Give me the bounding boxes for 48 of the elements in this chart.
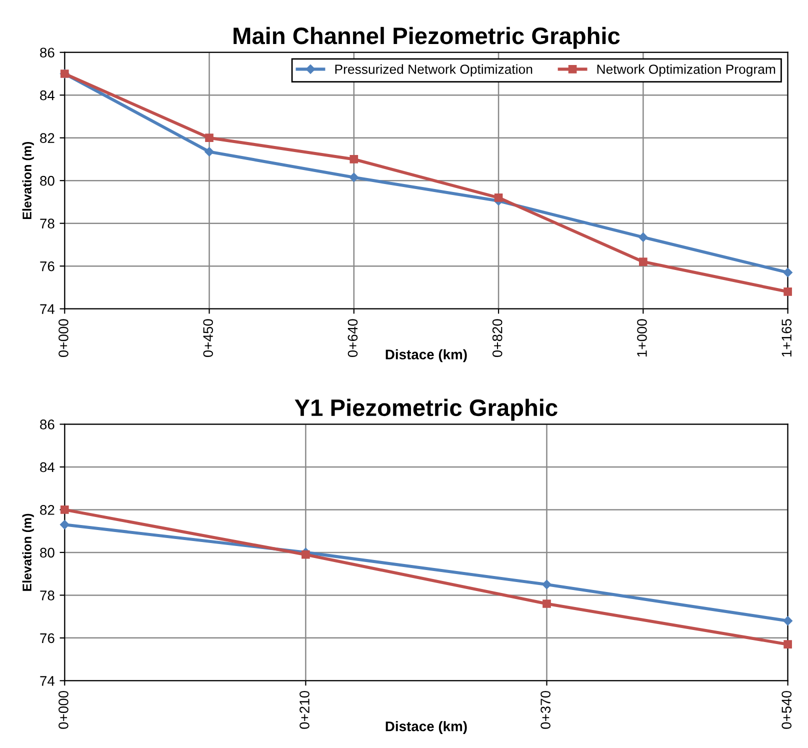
- y-tick-label: 78: [40, 218, 54, 228]
- y-tick-label: 82: [40, 505, 54, 515]
- y-tick-label: 82: [40, 133, 54, 144]
- legend-label: Pressurized Network Optimization: [335, 64, 532, 77]
- point: [302, 550, 310, 559]
- point: [639, 258, 648, 266]
- point: [784, 640, 792, 649]
- x-tick-label: 0+370: [540, 690, 550, 729]
- point: [542, 600, 551, 608]
- chart-title: Y1 Piezometric Graphic: [294, 398, 558, 421]
- point: [350, 155, 358, 164]
- point: [494, 194, 503, 202]
- legend-label: Network Optimization Program: [597, 64, 776, 77]
- point: [542, 580, 552, 590]
- y-tick-label: 84: [40, 90, 55, 100]
- point: [638, 232, 648, 242]
- y-tick-label: 86: [40, 48, 54, 58]
- x-tick-label: 0+000: [58, 690, 68, 729]
- point: [60, 520, 70, 530]
- x-axis-title: Distace (km): [386, 349, 467, 362]
- y-tick-label: 76: [40, 261, 54, 272]
- y-tick-label: 78: [40, 590, 54, 600]
- x-tick-label: 0+000: [58, 319, 68, 358]
- x-tick-label: 1+165: [782, 319, 792, 356]
- x-tick-label: 0+640: [348, 319, 358, 358]
- point: [204, 147, 214, 156]
- x-tick-label: 0+210: [300, 690, 310, 729]
- y-tick-label: 74: [40, 304, 55, 314]
- y-tick-label: 86: [40, 420, 54, 430]
- x-tick-label: 0+820: [492, 319, 502, 358]
- x-tick-label: 0+450: [203, 319, 213, 358]
- y-tick-label: 80: [40, 176, 54, 186]
- point: [783, 616, 792, 626]
- y-tick-label: 84: [40, 462, 55, 472]
- y-axis-title: Elevation (m): [22, 142, 34, 219]
- x-tick-label: 0+540: [782, 690, 792, 729]
- y-tick-label: 80: [40, 548, 54, 558]
- y-tick-label: 74: [40, 676, 55, 686]
- x-axis-title: Distace (km): [386, 721, 467, 734]
- point: [349, 172, 359, 182]
- point: [205, 134, 214, 142]
- point: [60, 506, 69, 514]
- chart-title: Main Channel Piezometric Graphic: [234, 26, 620, 49]
- point: [783, 268, 792, 278]
- x-tick-label: 1+000: [637, 319, 647, 356]
- y-axis-title: Elevation (m): [22, 514, 34, 591]
- y-tick-label: 76: [40, 633, 54, 644]
- point: [784, 288, 792, 296]
